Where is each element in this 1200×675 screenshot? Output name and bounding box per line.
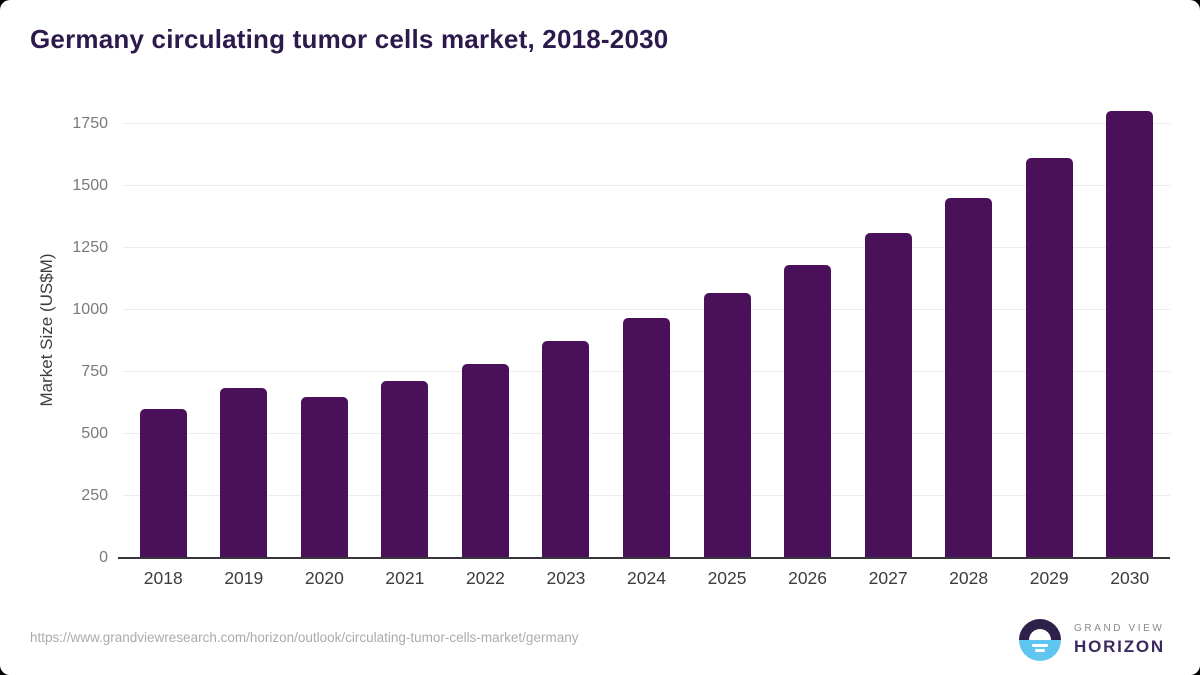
plot-area <box>123 101 1170 557</box>
bar-2026 <box>784 264 832 557</box>
x-tick-label-2023: 2023 <box>546 568 586 588</box>
reflection-line-2 <box>1035 649 1045 652</box>
y-tick-label-1500: 1500 <box>72 177 108 195</box>
bar-2021 <box>381 381 429 557</box>
x-tick-label-2019: 2019 <box>224 568 264 588</box>
logo-text-grand-view: GRAND VIEW <box>1074 623 1165 634</box>
x-tick-label-2024: 2024 <box>627 568 666 588</box>
y-tick-label-500: 500 <box>81 425 108 443</box>
grand-view-horizon-logo: GRAND VIEW HORIZON <box>1019 619 1165 661</box>
bar-2025 <box>703 292 751 557</box>
sun-shape <box>1029 629 1051 640</box>
bar-2030 <box>1106 110 1154 557</box>
y-tick-label-1750: 1750 <box>72 115 108 133</box>
gridline-1500 <box>123 185 1170 187</box>
bar-2019 <box>220 388 268 557</box>
x-tick-label-2025: 2025 <box>707 568 747 588</box>
bar-2020 <box>300 397 348 557</box>
logo-text: GRAND VIEW HORIZON <box>1074 623 1165 657</box>
x-tick-label-2022: 2022 <box>465 568 505 588</box>
bar-2028 <box>945 197 993 557</box>
bar-2023 <box>542 341 590 557</box>
bar-2024 <box>623 318 670 557</box>
source-url: https://www.grandviewresearch.com/horizo… <box>30 630 579 645</box>
chart-title: Germany circulating tumor cells market, … <box>30 24 669 54</box>
x-tick-label-2018: 2018 <box>143 568 183 588</box>
gridline-1250 <box>123 247 1170 249</box>
y-tick-label-1250: 1250 <box>72 239 108 257</box>
x-tick-label-2027: 2027 <box>868 568 908 588</box>
bar-2018 <box>139 409 187 557</box>
x-tick-label-2030: 2030 <box>1110 568 1150 588</box>
y-tick-label-1000: 1000 <box>72 301 108 319</box>
logo-text-horizon: HORIZON <box>1074 637 1165 656</box>
x-tick-label-2021: 2021 <box>385 568 425 588</box>
y-tick-label-0: 0 <box>99 549 108 566</box>
reflection-line-1 <box>1032 644 1048 647</box>
bar-2022 <box>461 363 509 557</box>
gridline-1750 <box>123 123 1170 125</box>
y-tick-label-750: 750 <box>81 363 108 381</box>
bar-2027 <box>864 232 912 557</box>
bar-2029 <box>1025 158 1073 557</box>
x-tick-label-2028: 2028 <box>949 568 989 588</box>
horizon-sunrise-icon <box>1019 619 1061 661</box>
x-axis-line <box>118 557 1170 559</box>
x-tick-label-2026: 2026 <box>788 568 828 588</box>
gridline-1000 <box>123 309 1170 311</box>
x-tick-label-2029: 2029 <box>1029 568 1069 588</box>
y-axis-title: Market Size (US$M) <box>37 253 56 407</box>
x-tick-label-2020: 2020 <box>304 568 344 588</box>
y-tick-label-250: 250 <box>81 487 108 505</box>
